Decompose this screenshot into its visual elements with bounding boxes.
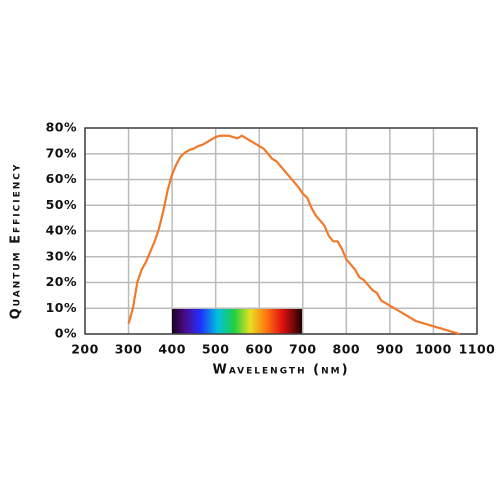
- y-tick-label: 60%: [46, 171, 77, 186]
- x-tick-label: 500: [202, 342, 230, 357]
- y-tick-label: 70%: [46, 145, 77, 160]
- x-tick-label: 200: [71, 342, 99, 357]
- data-line: [127, 134, 460, 336]
- grid: [84, 127, 478, 335]
- x-axis-label: Wavelength (nm): [212, 363, 349, 378]
- y-axis-label: Quantum Efficiency: [9, 163, 24, 320]
- x-tick-label: 700: [289, 342, 317, 357]
- y-tick-label: 10%: [46, 300, 77, 315]
- y-tick-label: 0%: [55, 326, 77, 341]
- x-tick-label: 800: [333, 342, 361, 357]
- y-tick-label: 20%: [46, 274, 77, 289]
- x-tick-label: 1000: [415, 342, 452, 357]
- x-tick-label: 1100: [459, 342, 496, 357]
- y-tick-label: 40%: [46, 223, 77, 238]
- y-tick-label: 80%: [46, 120, 77, 135]
- x-tick-label: 600: [245, 342, 273, 357]
- plot-frame: [84, 127, 478, 335]
- x-tick-label: 900: [376, 342, 404, 357]
- x-tick-label: 300: [115, 342, 143, 357]
- visible-spectrum: [172, 309, 302, 334]
- x-tick-label: 400: [158, 342, 186, 357]
- y-tick-label: 30%: [46, 248, 77, 263]
- y-tick-label: 50%: [46, 197, 77, 212]
